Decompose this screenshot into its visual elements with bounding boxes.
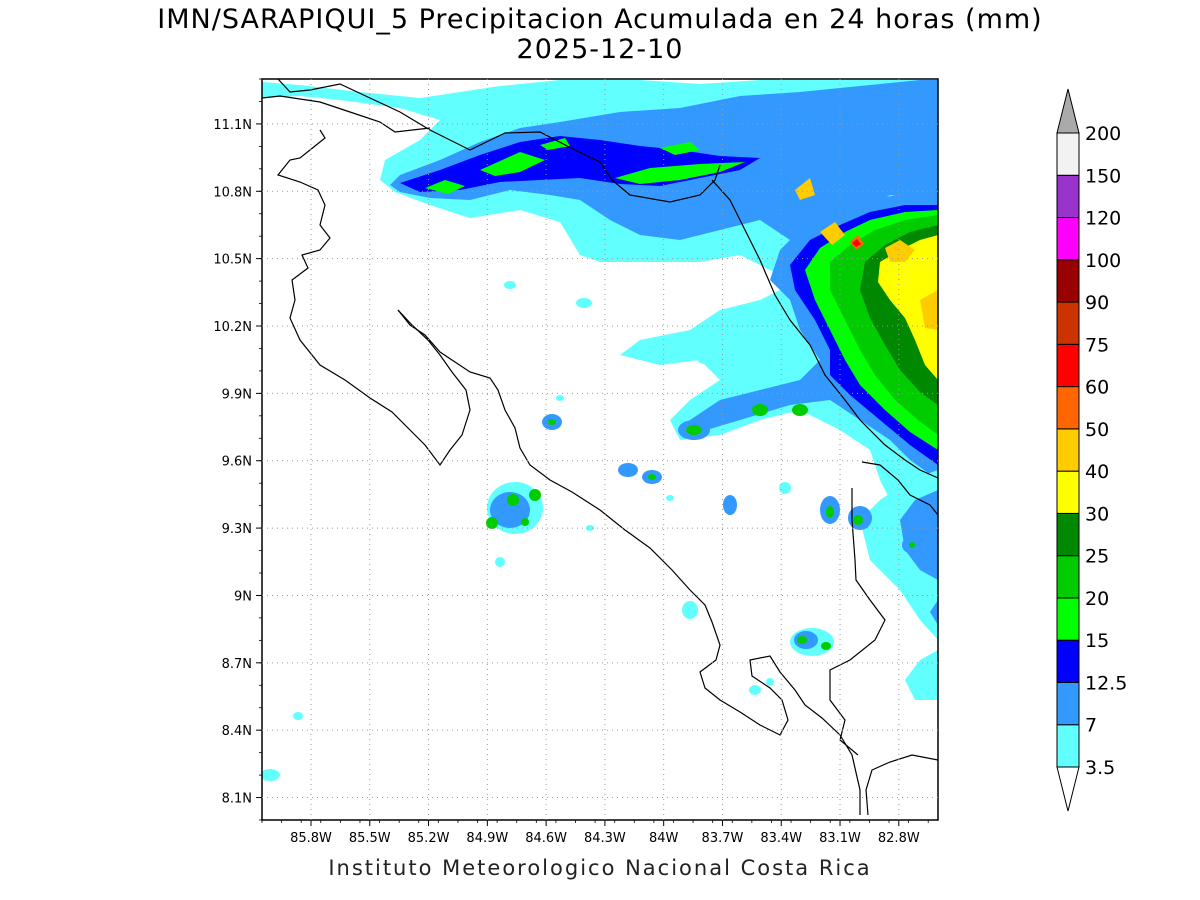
colorbar-swatch [1056, 132, 1080, 176]
colorbar-label: 30 [1085, 503, 1109, 525]
nicaragua-border [277, 79, 721, 203]
colorbar-swatch [1056, 470, 1080, 514]
map-title: IMN/SARAPIQUI_5 Precipitacion Acumulada … [157, 4, 1043, 35]
colorbar-swatch [1056, 681, 1080, 726]
colorbar-label: 3.5 [1085, 757, 1115, 779]
colorbar-swatch [1056, 428, 1080, 472]
map-date: 2025-12-10 [516, 34, 684, 65]
coastlines [262, 79, 938, 816]
colorbar-label: 7 [1085, 715, 1097, 737]
lat-tick-label: 9.9N [222, 387, 252, 402]
chiriqui-coast [865, 754, 938, 816]
bocas-coast [861, 461, 938, 516]
lat-tick-label: 9.6N [222, 455, 252, 470]
map-border [261, 78, 939, 821]
lat-tick-label: 11.1N [213, 118, 252, 133]
scattered-cells [262, 281, 922, 781]
lon-tick-label: 83.7W [702, 831, 744, 846]
lon-tick-label: 84.3W [584, 831, 626, 846]
precip-east-40 [795, 178, 938, 330]
colorbar-label: 40 [1085, 461, 1109, 483]
lat-tick-label: 10.2N [213, 320, 252, 335]
lon-tick-label: 85.5W [349, 831, 391, 846]
lon-tick-label: 84.6W [525, 831, 567, 846]
precip-south-east-medium [900, 490, 938, 625]
lake-nicaragua-shore [262, 95, 431, 133]
lat-tick-label: 8.7N [222, 657, 252, 672]
gulf-of-nicoya-coast [397, 309, 861, 815]
colorbar-label: 100 [1085, 250, 1121, 272]
colorbar-swatch [1056, 259, 1080, 303]
colorbar-label: 25 [1085, 546, 1109, 568]
colorbar-swatch [1056, 217, 1080, 261]
colorbar-label: 120 [1085, 208, 1121, 230]
lat-tick-label: 8.1N [222, 792, 252, 807]
lat-tick-label: 9.3N [222, 522, 252, 537]
colorbar-label: 20 [1085, 588, 1109, 610]
colorbar-label: 75 [1085, 334, 1109, 356]
precip-east-60 [852, 239, 861, 247]
lat-tick-label: 10.8N [213, 185, 252, 200]
lon-tick-label: 85.2W [408, 831, 450, 846]
lon-tick-label: 83.1W [819, 831, 861, 846]
panama-border [829, 488, 886, 756]
lon-tick-label: 82.8W [878, 831, 920, 846]
colorbar-swatch [1056, 555, 1080, 599]
colorbar-label: 50 [1085, 419, 1109, 441]
grid-lines [262, 79, 938, 820]
caribbean-coast [711, 179, 938, 479]
lon-tick-label: 84.9W [466, 831, 508, 846]
colorbar-swatch [1056, 724, 1080, 768]
colorbar-swatch [1056, 174, 1080, 219]
colorbar-bottom-arrow [1056, 766, 1080, 812]
axis-ticks: 11.1N 10.8N 10.5N 10.2N 9.9N 9.6N 9.3N 9N 8.7N 8.… [213, 78, 929, 846]
colorbar-swatch [1056, 597, 1080, 641]
colorbar-label: 90 [1085, 292, 1109, 314]
colorbar-swatch [1056, 639, 1080, 683]
lon-tick-label: 85.8W [290, 831, 332, 846]
lat-tick-label: 8.4N [222, 724, 252, 739]
colorbar-label: 15 [1085, 630, 1109, 652]
precip-east-30 [878, 235, 938, 380]
lon-tick-label: 84W [649, 831, 679, 846]
colorbar-swatch [1056, 386, 1080, 430]
colorbar-label: 200 [1085, 123, 1121, 145]
precip-band-north-core [425, 138, 745, 194]
nicoya-pacific-coast [276, 129, 471, 467]
plot-frame [261, 78, 939, 821]
colorbar-top-arrow [1056, 88, 1080, 134]
lat-tick-label: 9N [234, 589, 252, 604]
colorbar-label: 60 [1085, 377, 1109, 399]
colorbar-label: 150 [1085, 165, 1121, 187]
colorbar-swatch [1056, 512, 1080, 557]
colorbar-swatch [1056, 301, 1080, 345]
footer-credit: Instituto Meteorologico Nacional Costa R… [328, 856, 872, 880]
colorbar-label: 12.5 [1085, 672, 1127, 694]
lon-tick-label: 83.4W [760, 831, 802, 846]
precipitation-field [262, 80, 938, 781]
lat-tick-label: 10.5N [213, 253, 252, 268]
colorbar: 3.5 7 12.5 15 20 25 30 40 50 60 75 90 100 120 150 200 [1056, 88, 1127, 812]
colorbar-swatch [1056, 343, 1080, 388]
